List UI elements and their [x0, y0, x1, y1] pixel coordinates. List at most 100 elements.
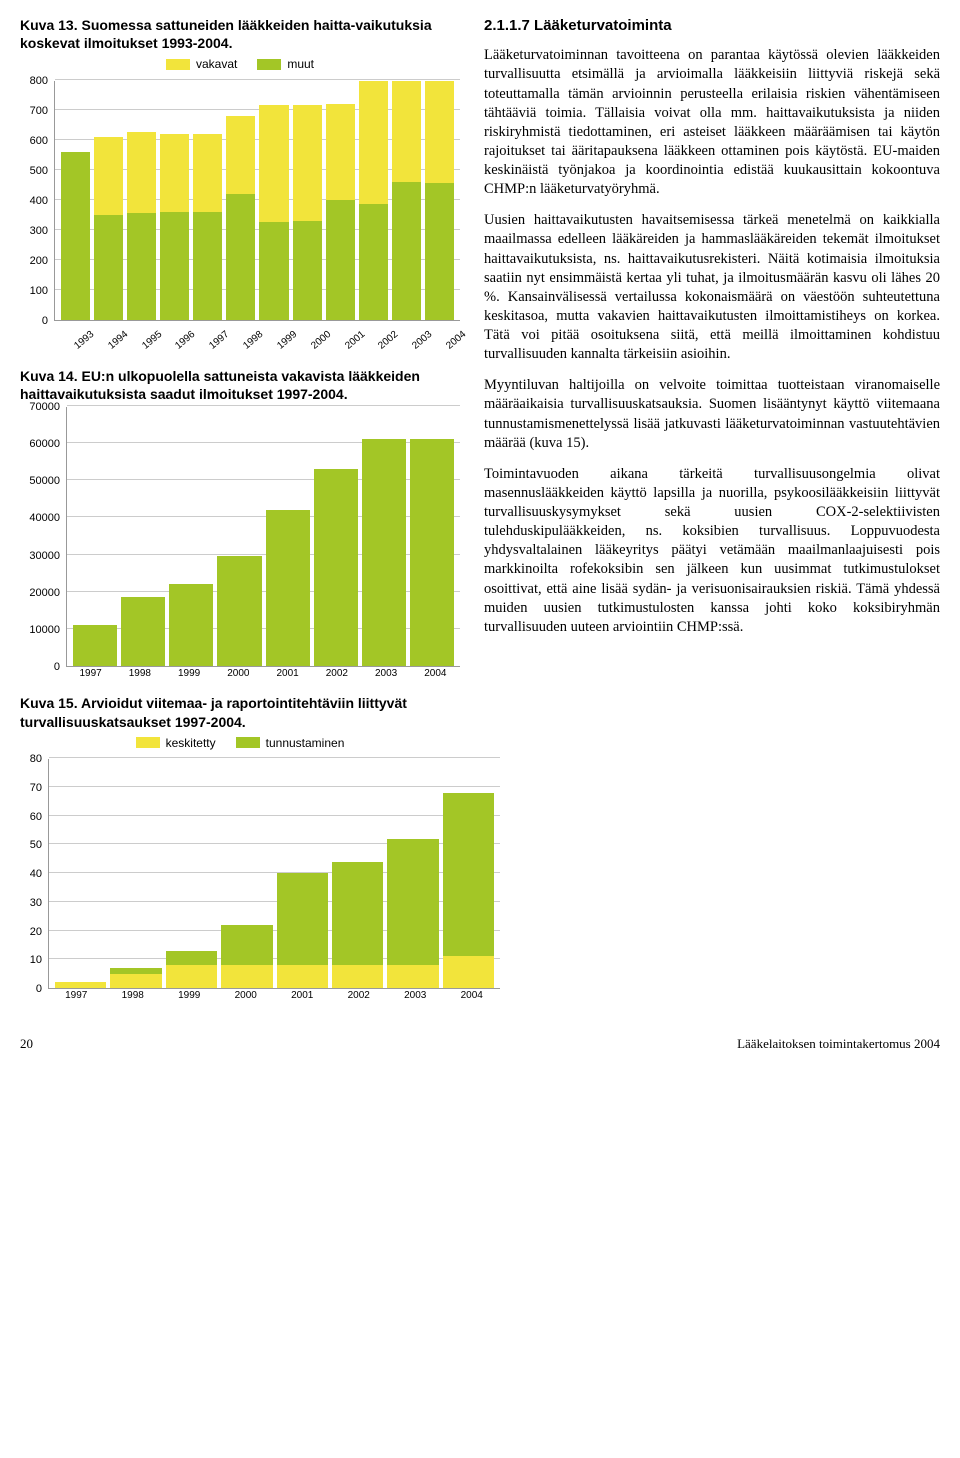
bar-segment-muut	[61, 152, 90, 320]
x-label: 2001	[274, 989, 331, 1003]
bar-column	[167, 407, 215, 666]
bar-column	[119, 407, 167, 666]
chart13-title: Kuva 13. Suomessa sattuneiden lääkkeiden…	[20, 16, 460, 52]
bar-column	[92, 81, 125, 320]
bar-segment-vakavat	[359, 81, 388, 204]
bar-column	[224, 81, 257, 320]
bar-segment-vakavat	[293, 105, 322, 221]
bar-column	[164, 759, 219, 988]
x-label: 2003	[387, 989, 444, 1003]
bar-segment-vakavat	[392, 81, 421, 183]
bar-segment-vakavat	[127, 132, 156, 213]
bar-segment-muut	[425, 183, 454, 319]
bar-column	[423, 81, 456, 320]
chart15-title: Kuva 15. Arvioidut viitemaa- ja raportoi…	[20, 694, 460, 730]
bar-segment-muut	[293, 221, 322, 320]
legend-swatch-muut	[257, 59, 281, 70]
bar-segment-vakavat	[259, 105, 288, 222]
bar-column	[191, 81, 224, 320]
bar-segment-vakavat	[326, 104, 355, 200]
bar-segment	[410, 439, 454, 666]
chart15: 8070605040302010019971998199920002001200…	[20, 759, 500, 1003]
chart14: 7000060000500004000030000200001000001997…	[20, 407, 460, 681]
bar-segment-keskitetty	[166, 965, 217, 988]
bar-segment	[217, 556, 261, 666]
x-label: 1997	[48, 989, 105, 1003]
bar-segment-keskitetty	[110, 974, 161, 988]
doc-title: Lääkelaitoksen toimintakertomus 2004	[737, 1035, 940, 1053]
bar-segment-tunnustaminen	[387, 839, 438, 966]
chart15-legend-item: tunnustaminen	[236, 735, 345, 751]
bar-segment-vakavat	[193, 134, 222, 212]
bar-segment-keskitetty	[277, 965, 328, 988]
bar-segment-muut	[160, 212, 189, 320]
bar-segment-tunnustaminen	[277, 873, 328, 965]
bar-segment-muut	[392, 182, 421, 319]
bar-column	[158, 81, 191, 320]
chart14-title: Kuva 14. EU:n ulkopuolella sattuneista v…	[20, 367, 460, 403]
x-label: 1997	[66, 667, 115, 681]
chart13-legend: vakavat muut	[20, 56, 460, 72]
x-label: 2002	[312, 667, 361, 681]
x-label: 2004	[434, 321, 478, 364]
bar-column	[59, 81, 92, 320]
bar-column	[215, 407, 263, 666]
body-paragraph: Lääketurvatoiminnan tavoitteena on paran…	[484, 46, 940, 199]
bar-segment-muut	[94, 215, 123, 320]
bar-column	[330, 759, 385, 988]
bar-segment-vakavat	[160, 134, 189, 212]
bar-segment-keskitetty	[332, 965, 383, 988]
bar-segment	[314, 469, 358, 666]
bar-segment-vakavat	[425, 81, 454, 184]
bar-segment-tunnustaminen	[221, 925, 272, 965]
chart13: 8007006005004003002001000199319941995199…	[20, 81, 460, 353]
body-paragraph: Myyntiluvan haltijoilla on velvoite toim…	[484, 376, 940, 453]
bar-column	[71, 407, 119, 666]
bar-column	[385, 759, 440, 988]
legend-swatch-vakavat	[166, 59, 190, 70]
bar-column	[441, 759, 496, 988]
bar-segment-keskitetty	[221, 965, 272, 988]
bar-segment-vakavat	[94, 137, 123, 215]
x-label: 1998	[115, 667, 164, 681]
x-label: 2001	[263, 667, 312, 681]
bar-column	[291, 81, 324, 320]
bar-column	[275, 759, 330, 988]
x-label: 2004	[444, 989, 501, 1003]
legend-label: vakavat	[196, 56, 237, 72]
bar-segment-vakavat	[226, 116, 255, 194]
legend-swatch-keskitetty	[136, 737, 160, 748]
bar-segment-muut	[359, 204, 388, 320]
bar-column	[360, 407, 408, 666]
legend-label: keskitetty	[166, 735, 216, 751]
bar-column	[357, 81, 390, 320]
legend-swatch-tunnustaminen	[236, 737, 260, 748]
x-label: 1999	[165, 667, 214, 681]
bar-column	[257, 81, 290, 320]
bar-segment-tunnustaminen	[443, 793, 494, 957]
page-number: 20	[20, 1035, 33, 1053]
section-heading: 2.1.1.7 Lääketurvatoiminta	[484, 16, 940, 36]
chart15-legend-item: keskitetty	[136, 735, 216, 751]
legend-label: muut	[287, 56, 314, 72]
bar-column	[312, 407, 360, 666]
bar-segment	[73, 625, 117, 666]
x-label: 2000	[214, 667, 263, 681]
legend-label: tunnustaminen	[266, 735, 345, 751]
x-label: 1998	[105, 989, 162, 1003]
body-paragraph: Toimintavuoden aikana tärkeitä turvallis…	[484, 465, 940, 637]
bar-segment-muut	[326, 200, 355, 320]
bar-segment-muut	[127, 213, 156, 320]
bar-segment-tunnustaminen	[166, 951, 217, 965]
bar-column	[390, 81, 423, 320]
bar-segment	[169, 584, 213, 666]
body-paragraph: Uusien haittavaikutusten havaitsemisessa…	[484, 211, 940, 364]
x-label: 2004	[411, 667, 460, 681]
bar-column	[108, 759, 163, 988]
bar-segment-tunnustaminen	[332, 862, 383, 966]
x-label: 2003	[362, 667, 411, 681]
bar-column	[264, 407, 312, 666]
bar-segment	[121, 597, 165, 666]
bar-segment-muut	[259, 222, 288, 320]
bar-column	[219, 759, 274, 988]
